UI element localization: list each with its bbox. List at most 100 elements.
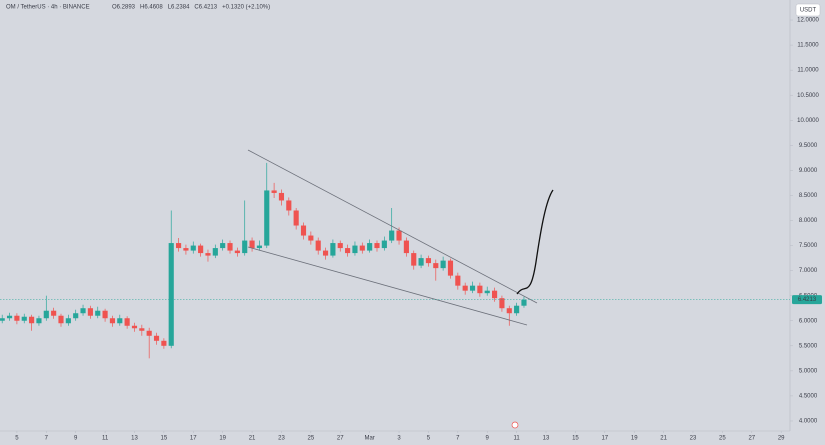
x-tick-label: 7 xyxy=(456,436,460,442)
event-marker[interactable] xyxy=(511,421,519,429)
candle-body xyxy=(153,335,160,341)
y-tick-label: 9.0000 xyxy=(799,168,818,174)
last-price-label: 6.4213 xyxy=(798,297,817,303)
candle-body xyxy=(440,260,446,269)
candle-body xyxy=(58,315,64,324)
candle-body xyxy=(367,243,373,251)
candle-body xyxy=(455,275,461,286)
x-tick-label: 29 xyxy=(778,436,785,442)
currency-button[interactable] xyxy=(795,3,821,17)
x-tick-label: 15 xyxy=(161,436,168,442)
candle-body xyxy=(73,313,79,319)
currency[interactable]: USDT xyxy=(800,8,817,14)
candle-body xyxy=(264,190,270,246)
y-tick-label: 6.0000 xyxy=(799,318,818,324)
candle-body xyxy=(278,192,285,201)
x-tick-label: 21 xyxy=(249,436,256,442)
x-tick-label: 23 xyxy=(690,436,697,442)
candle-body xyxy=(352,245,358,254)
y-tick-label: 5.5000 xyxy=(799,343,818,349)
y-tick-label: 4.0000 xyxy=(799,419,818,425)
x-tick-label: 3 xyxy=(397,436,401,442)
x-tick-label: 27 xyxy=(748,436,755,442)
candle-body xyxy=(418,258,424,266)
y-tick-label: 12.0000 xyxy=(797,18,819,24)
candle-body xyxy=(43,310,49,319)
candle-body xyxy=(205,253,211,256)
candle-body xyxy=(87,308,93,316)
candle-body xyxy=(234,250,240,254)
candle-body xyxy=(109,318,116,324)
candle-body xyxy=(286,200,292,211)
candle-body xyxy=(396,230,402,241)
y-tick-label: 4.5000 xyxy=(799,393,818,399)
candle-body xyxy=(21,316,27,321)
y-tick-label: 11.0000 xyxy=(797,68,819,74)
x-tick-label: 11 xyxy=(514,436,521,442)
y-tick-label: 7.0000 xyxy=(799,268,818,274)
ohlc-legend: O6.2893 H6.4608 L6.2384 C6.4213 +0.1320 (+2.… xyxy=(112,5,270,11)
candle-body xyxy=(190,245,196,251)
y-tick-label: 9.5000 xyxy=(799,143,818,149)
x-tick-label: 13 xyxy=(131,436,138,442)
candle-body xyxy=(256,245,262,249)
x-tick-label: 13 xyxy=(543,436,550,442)
y-tick-label: 8.0000 xyxy=(799,218,818,224)
y-tick-label: 10.5000 xyxy=(797,93,819,99)
candle-body xyxy=(484,290,490,294)
candle-body xyxy=(345,248,351,254)
last-price-tag xyxy=(792,295,822,305)
candle-body xyxy=(212,248,218,256)
candle-body xyxy=(469,285,476,291)
candle-body xyxy=(95,310,101,316)
x-tick-label: 21 xyxy=(660,436,667,442)
candle-body xyxy=(447,260,454,276)
candle-body xyxy=(492,290,498,299)
x-tick-label: 9 xyxy=(486,436,490,442)
candle-body xyxy=(249,240,255,249)
candle-body xyxy=(139,328,145,331)
candle-body xyxy=(374,243,380,249)
candle-body xyxy=(29,316,35,324)
candle-body xyxy=(381,240,387,249)
candle-body xyxy=(462,285,468,291)
x-tick-label: 27 xyxy=(337,436,344,442)
candle-body xyxy=(506,308,512,314)
candle-body xyxy=(425,258,432,264)
x-tick-label: 17 xyxy=(190,436,197,442)
candle-body xyxy=(499,298,505,309)
candle-body xyxy=(389,230,395,241)
candle-body xyxy=(271,190,277,193)
x-tick-label: 15 xyxy=(572,436,579,442)
candle-body xyxy=(36,318,42,324)
x-tick-label: 19 xyxy=(631,436,638,442)
candle-body xyxy=(65,318,71,324)
trendline-lower xyxy=(247,246,528,326)
x-tick-label: 7 xyxy=(45,436,49,442)
candle-body xyxy=(51,310,57,316)
x-tick-label: 5 xyxy=(427,436,431,442)
candle-body xyxy=(242,240,248,254)
candle-body xyxy=(220,243,226,249)
candle-body xyxy=(521,299,527,306)
candle-body xyxy=(0,318,5,321)
candle-body xyxy=(183,248,189,251)
x-tick-label: 11 xyxy=(102,436,109,442)
y-tick-label: 10.0000 xyxy=(797,118,819,124)
y-tick-label: 5.0000 xyxy=(799,368,818,374)
candle-body xyxy=(300,225,307,236)
candle-body xyxy=(176,243,182,249)
candle-body xyxy=(514,305,520,314)
candle-body xyxy=(403,240,409,254)
ohlc-value: L6.2384 xyxy=(168,5,190,11)
x-tick-label: 23 xyxy=(278,436,285,442)
candle-body xyxy=(14,315,20,321)
candle-body xyxy=(146,330,152,336)
trendline-upper xyxy=(247,149,538,304)
candle-body xyxy=(198,245,204,254)
candle-body xyxy=(102,310,108,319)
ohlc-value: O6.2893 xyxy=(112,5,136,11)
candle-body xyxy=(80,308,86,314)
